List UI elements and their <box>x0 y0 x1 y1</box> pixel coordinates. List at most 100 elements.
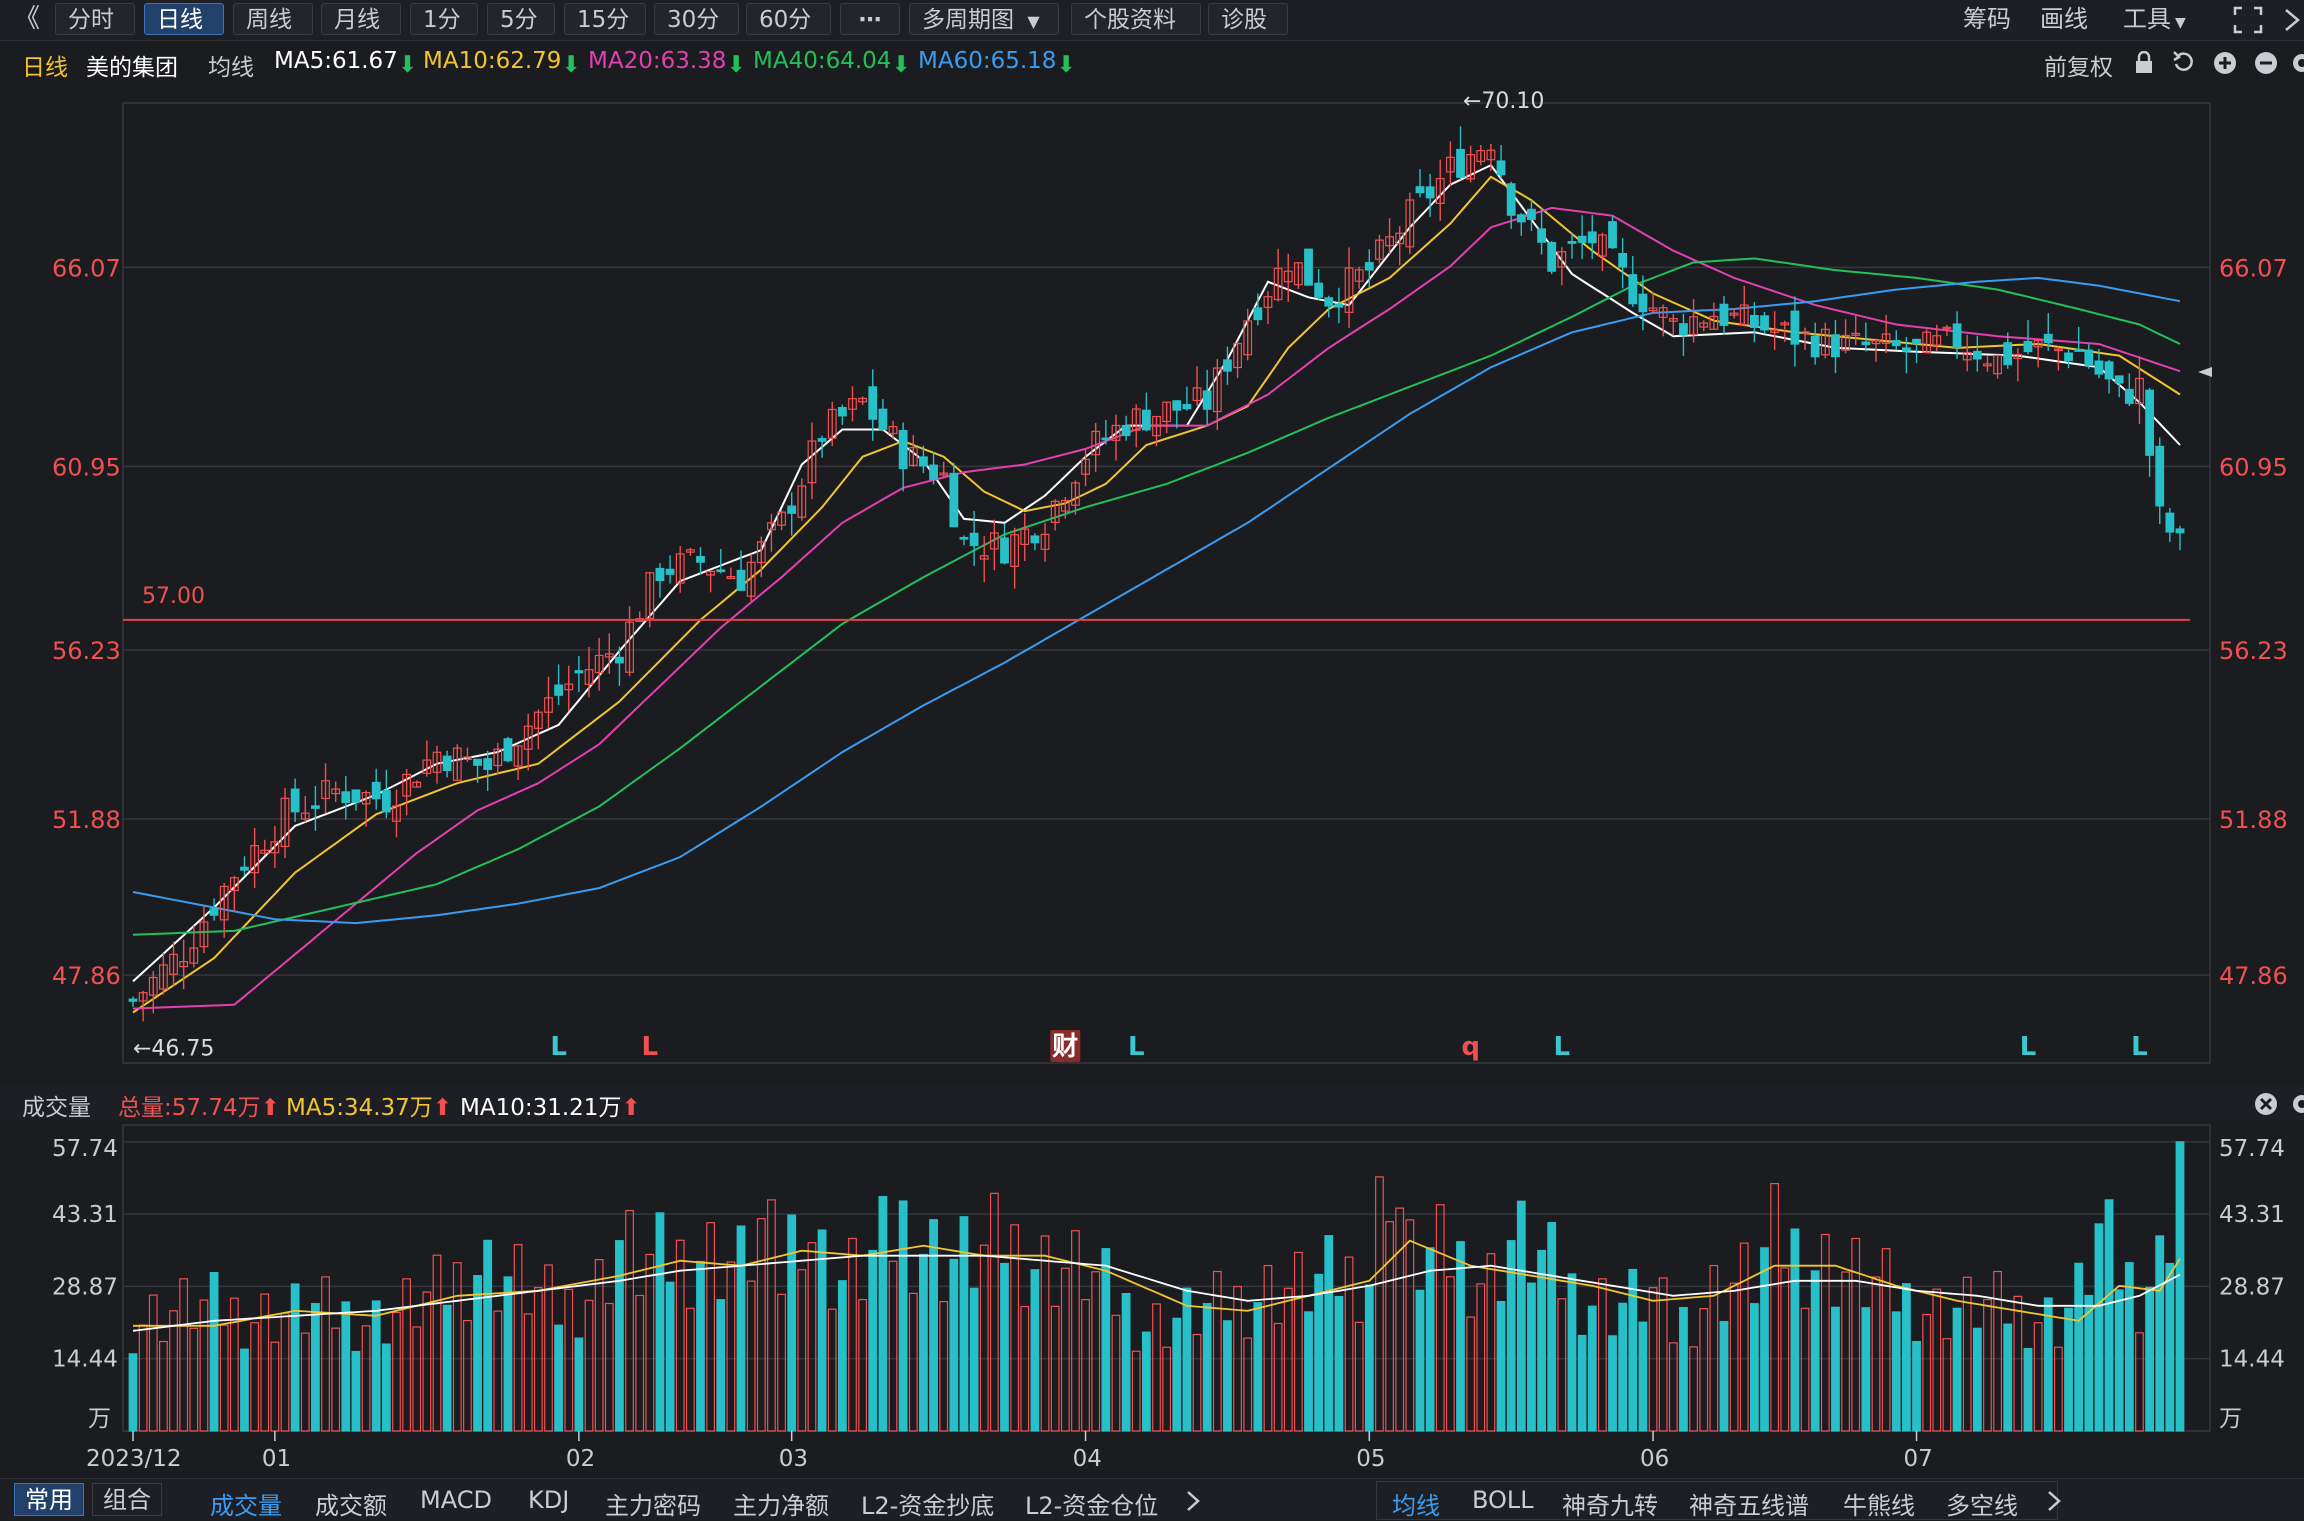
volume-bar <box>1375 1176 1384 1432</box>
overlay-bull-bear[interactable]: 牛熊线 <box>1843 1492 1915 1520</box>
volume-bar <box>361 1325 371 1432</box>
candle-body <box>1668 318 1678 322</box>
tab-weekly[interactable]: 周线 <box>233 3 313 35</box>
stock-name[interactable]: 美的集团 <box>86 55 178 81</box>
zoom-in-icon[interactable] <box>2212 50 2238 76</box>
candle-body <box>1263 296 1273 308</box>
candle-body <box>969 532 979 547</box>
tab-daily[interactable]: 日线 <box>144 3 224 35</box>
tab-fenshi[interactable]: 分时 <box>55 3 135 35</box>
tab-30min[interactable]: 30分 <box>654 3 739 35</box>
volume-bar <box>1871 1276 1881 1432</box>
collapse-icon[interactable] <box>2284 8 2302 34</box>
candle-body <box>2064 352 2073 362</box>
volume-bar <box>148 1294 158 1432</box>
volume-bar <box>949 1258 959 1432</box>
draw-button[interactable]: 画线 <box>2040 5 2088 33</box>
date-label: 03 <box>779 1446 808 1472</box>
chevron-right-icon[interactable] <box>1185 1490 1201 1512</box>
volume-label[interactable]: 成交量 <box>22 1095 91 1121</box>
volume-bar <box>1263 1264 1273 1432</box>
diagnose-button[interactable]: 诊股 <box>1208 3 1288 35</box>
candle-body <box>2114 375 2124 384</box>
volume-bar <box>1901 1283 1911 1432</box>
volume-bar <box>645 1253 655 1432</box>
fullscreen-icon[interactable] <box>2233 6 2263 34</box>
volume-bar <box>1638 1321 1648 1432</box>
tab-15min[interactable]: 15分 <box>564 3 646 35</box>
volume-bar <box>1486 1253 1496 1432</box>
volume-bar <box>1709 1264 1719 1432</box>
tab-combo[interactable]: 组合 <box>92 1483 162 1516</box>
candle-body <box>452 747 462 781</box>
candle-body <box>1324 297 1334 307</box>
volume-bar <box>989 1192 999 1432</box>
indicator-l2-position[interactable]: L2-资金仓位 <box>1025 1492 1159 1520</box>
tab-60min[interactable]: 60分 <box>746 3 831 35</box>
candle-body <box>1922 331 1932 353</box>
lock-icon[interactable] <box>2133 51 2155 75</box>
volume-bar <box>888 1260 898 1432</box>
ma-label[interactable]: 均线 <box>208 55 254 81</box>
indicator-macd[interactable]: MACD <box>420 1486 492 1514</box>
candle-body <box>1739 304 1749 326</box>
chips-button[interactable]: 筹码 <box>1963 5 2011 33</box>
volume-bar <box>1344 1256 1354 1432</box>
tools-button[interactable]: 工具 ▼ <box>2123 3 2186 35</box>
volume-bar <box>564 1288 574 1432</box>
overlay-boll[interactable]: BOLL <box>1472 1486 1534 1514</box>
tab-common[interactable]: 常用 <box>14 1483 84 1516</box>
volume-bar <box>1841 1271 1850 1432</box>
indicator-volume[interactable]: 成交量 <box>210 1492 282 1520</box>
volume-bar <box>1283 1287 1293 1432</box>
tab-5min[interactable]: 5分 <box>487 3 555 35</box>
volume-bar <box>392 1311 401 1432</box>
volume-bar <box>1547 1222 1557 1432</box>
overlay-nine-turn[interactable]: 神奇九转 <box>1562 1492 1658 1520</box>
volume-bar <box>959 1216 969 1432</box>
close-icon[interactable] <box>2254 1092 2278 1116</box>
indicator-l2-bottom[interactable]: L2-资金抄底 <box>861 1492 995 1520</box>
volume-bar <box>523 1313 533 1432</box>
tab-1min[interactable]: 1分 <box>410 3 478 35</box>
volume-bar <box>1912 1341 1921 1432</box>
volume-bar <box>1304 1311 1313 1432</box>
candle-body <box>209 908 219 916</box>
indicator-main-code[interactable]: 主力密码 <box>605 1492 701 1520</box>
candle-body <box>1425 186 1435 199</box>
multi-period-button[interactable]: 多周期图 ▼ <box>909 3 1059 35</box>
candle-body <box>2124 388 2134 404</box>
volume-bar <box>290 1283 300 1432</box>
candle-body <box>1851 332 1861 336</box>
candle-body <box>898 430 908 470</box>
volume-bar <box>311 1302 320 1432</box>
volume-bar <box>1962 1276 1972 1432</box>
price-chart[interactable]: 57.00 66.07 66.07 60.95 60.95 56.23 56.23 51.8… <box>0 80 2304 1080</box>
candle-body <box>2053 348 2063 352</box>
indicator-main-net[interactable]: 主力净额 <box>733 1492 829 1520</box>
indicator-turnover[interactable]: 成交额 <box>315 1492 387 1520</box>
back-icon[interactable]: 《 <box>14 4 41 34</box>
adjust-mode[interactable]: 前复权 <box>2044 55 2113 81</box>
tab-monthly[interactable]: 月线 <box>321 3 401 35</box>
overlay-long-short[interactable]: 多空线 <box>1946 1492 2018 1520</box>
candle-body <box>1101 437 1111 441</box>
volume-chart[interactable]: 57.74 57.74 43.31 43.31 28.87 28.87 14.44 14.44… <box>0 1122 2304 1478</box>
more-periods-button[interactable]: ⋯ <box>840 3 900 35</box>
chevron-right-icon[interactable] <box>2046 1490 2062 1512</box>
overlay-five-lines[interactable]: 神奇五线谱 <box>1689 1492 1809 1520</box>
indicator-kdj[interactable]: KDJ <box>528 1486 570 1514</box>
gear-icon[interactable] <box>2290 51 2304 75</box>
overlay-ma[interactable]: 均线 <box>1392 1492 1440 1520</box>
volume-bar <box>615 1240 624 1432</box>
zoom-out-icon[interactable] <box>2253 50 2279 76</box>
stock-profile-button[interactable]: 个股资料 <box>1071 3 1201 35</box>
volume-bar <box>1476 1283 1486 1432</box>
gear-icon[interactable] <box>2290 1092 2304 1116</box>
candle-body <box>1192 387 1202 402</box>
undo-icon[interactable] <box>2172 50 2196 74</box>
candle-body <box>1040 533 1050 550</box>
volume-axis-labels: 57.74 57.74 43.31 43.31 28.87 28.87 14.44 14.44… <box>52 1136 2285 1432</box>
price-tick-label-left: 47.86 <box>52 962 121 990</box>
price-tick-label-right: 60.95 <box>2219 453 2288 481</box>
